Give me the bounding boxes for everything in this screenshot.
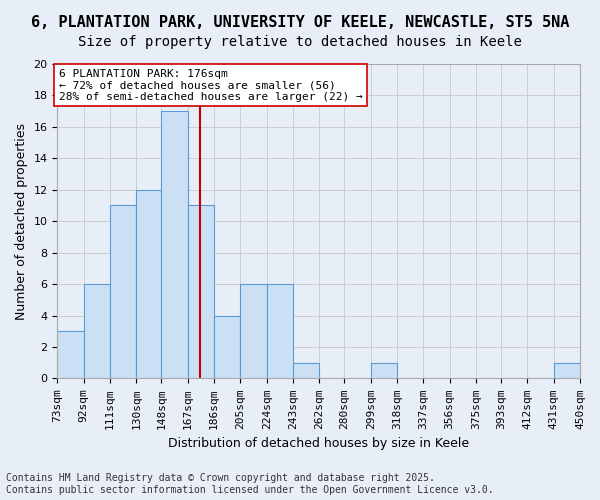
Text: Size of property relative to detached houses in Keele: Size of property relative to detached ho… [78,35,522,49]
Bar [267,284,293,378]
Text: 6, PLANTATION PARK, UNIVERSITY OF KEELE, NEWCASTLE, ST5 5NA: 6, PLANTATION PARK, UNIVERSITY OF KEELE,… [31,15,569,30]
Text: Contains HM Land Registry data © Crown copyright and database right 2025.
Contai: Contains HM Land Registry data © Crown c… [6,474,494,495]
Bar [161,111,188,378]
Bar [371,362,397,378]
Bar [554,362,580,378]
Text: 6 PLANTATION PARK: 176sqm
← 72% of detached houses are smaller (56)
28% of semi-: 6 PLANTATION PARK: 176sqm ← 72% of detac… [59,68,362,102]
Bar [84,284,110,378]
Bar [136,190,161,378]
Bar [110,206,136,378]
Bar [188,206,214,378]
Bar [214,316,241,378]
X-axis label: Distribution of detached houses by size in Keele: Distribution of detached houses by size … [168,437,469,450]
Y-axis label: Number of detached properties: Number of detached properties [15,122,28,320]
Bar [58,332,84,378]
Bar [293,362,319,378]
Bar [241,284,267,378]
